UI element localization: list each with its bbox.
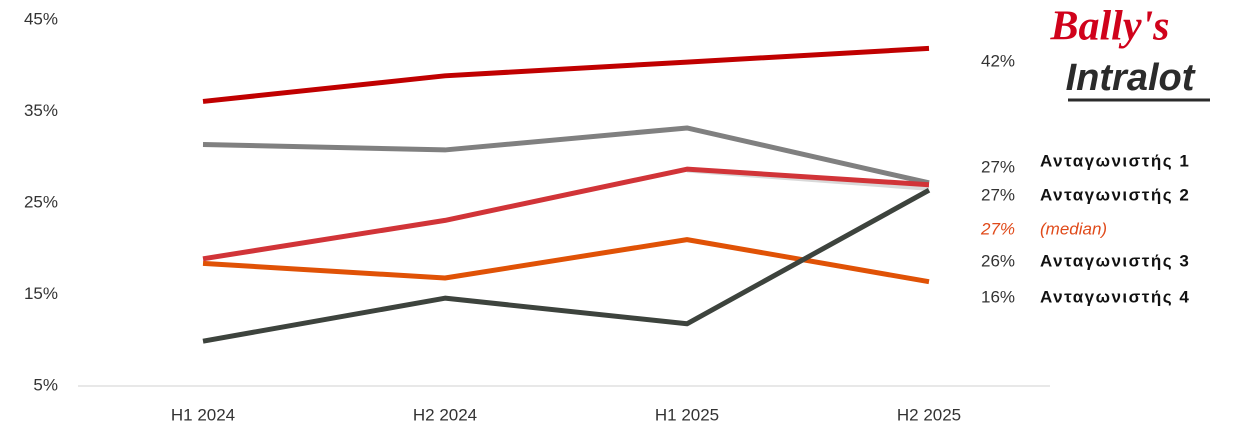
legend-label: Ανταγωνιστής 4: [1040, 287, 1190, 306]
value-label: 27%: [981, 157, 1015, 176]
series-line: [202, 125, 930, 186]
x-tick-label: H1 2025: [655, 405, 719, 424]
value-label: 42%: [981, 51, 1015, 70]
value-label: 16%: [981, 287, 1015, 306]
legend-label: (median): [1040, 219, 1107, 238]
value-label: 27%: [980, 219, 1015, 238]
value-label: 26%: [981, 251, 1015, 270]
legend-label: Ανταγωνιστής 2: [1040, 185, 1190, 204]
x-tick-label: H1 2024: [171, 405, 235, 424]
series-line: [202, 188, 931, 344]
y-tick-label: 15%: [24, 284, 58, 303]
y-tick-label: 45%: [24, 9, 58, 28]
series-line: [202, 237, 930, 285]
y-tick-label: 35%: [24, 101, 58, 120]
x-tick-label: H2 2025: [897, 405, 961, 424]
logo-top: Bally's: [1049, 4, 1169, 50]
value-label: 27%: [981, 185, 1015, 204]
series-line: [202, 45, 930, 104]
legend-label: Ανταγωνιστής 1: [1040, 151, 1190, 170]
y-tick-label: 5%: [33, 375, 58, 394]
y-tick-label: 25%: [24, 192, 58, 211]
logo-bottom: Intralot: [1066, 57, 1196, 99]
x-tick-label: H2 2024: [413, 405, 477, 424]
series-line: [202, 166, 930, 262]
legend-label: Ανταγωνιστής 3: [1040, 251, 1190, 270]
